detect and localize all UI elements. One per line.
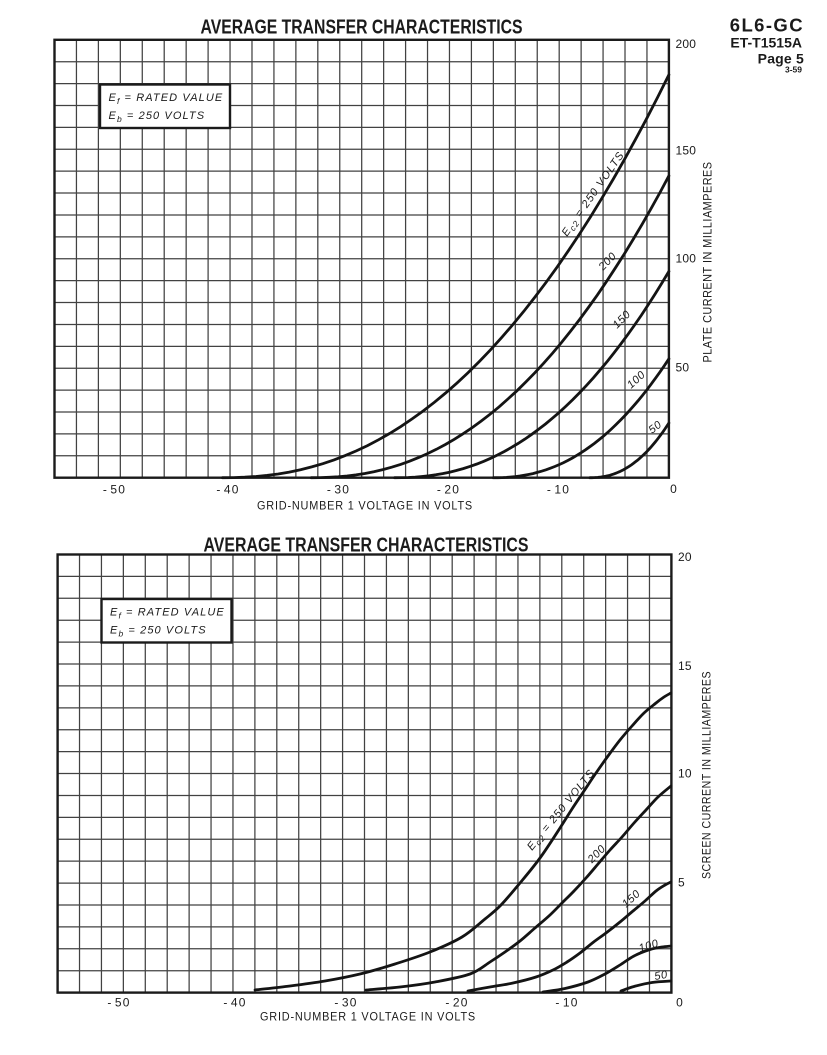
svg-text:- 20: - 20 (445, 996, 468, 1010)
svg-text:GRID-NUMBER 1 VOLTAGE IN VOLTS: GRID-NUMBER 1 VOLTAGE IN VOLTS (260, 1012, 476, 1024)
svg-text:- 50: - 50 (103, 483, 126, 497)
svg-text:AVERAGE TRANSFER CHARACTERISTI: AVERAGE TRANSFER CHARACTERISTICS (201, 15, 523, 38)
svg-text:Eb = 250 VOLTS: Eb = 250 VOLTS (109, 110, 206, 124)
svg-text:0: 0 (670, 482, 677, 496)
svg-text:200: 200 (676, 37, 697, 51)
svg-text:Ef = RATED VALUE: Ef = RATED VALUE (109, 92, 224, 106)
svg-text:150: 150 (676, 144, 697, 158)
svg-text:PLATE CURRENT IN MILLIAMPERES: PLATE CURRENT IN MILLIAMPERES (701, 162, 715, 363)
svg-text:- 40: - 40 (216, 483, 239, 497)
svg-text:- 50: - 50 (107, 996, 130, 1010)
svg-text:20: 20 (678, 550, 692, 564)
svg-text:- 10: - 10 (547, 483, 570, 497)
svg-text:- 30: - 30 (334, 996, 357, 1010)
svg-text:- 20: - 20 (437, 483, 460, 497)
svg-text:- 40: - 40 (223, 996, 246, 1010)
svg-text:AVERAGE TRANSFER CHARACTERISTI: AVERAGE TRANSFER CHARACTERISTICS (204, 534, 529, 557)
svg-text:100: 100 (637, 937, 660, 954)
svg-text:0: 0 (676, 996, 683, 1010)
svg-text:50: 50 (653, 969, 669, 983)
svg-text:3-59: 3-59 (785, 65, 802, 75)
svg-text:6L6-GC: 6L6-GC (730, 15, 804, 36)
svg-text:- 10: - 10 (555, 996, 578, 1010)
svg-text:15: 15 (678, 659, 692, 673)
svg-text:ET-T1515A: ET-T1515A (730, 35, 802, 51)
svg-text:- 30: - 30 (327, 483, 350, 497)
svg-text:Page 5: Page 5 (758, 51, 804, 67)
svg-text:10: 10 (678, 767, 692, 781)
svg-text:Ef = RATED VALUE: Ef = RATED VALUE (110, 607, 225, 621)
svg-text:5: 5 (678, 876, 685, 890)
svg-text:SCREEN CURRENT IN MILLIAMPERES: SCREEN CURRENT IN MILLIAMPERES (700, 671, 714, 879)
svg-text:100: 100 (676, 252, 697, 266)
svg-text:GRID-NUMBER 1 VOLTAGE IN VOLTS: GRID-NUMBER 1 VOLTAGE IN VOLTS (257, 501, 473, 513)
svg-text:50: 50 (676, 361, 690, 375)
svg-text:Eb = 250 VOLTS: Eb = 250 VOLTS (110, 625, 207, 639)
